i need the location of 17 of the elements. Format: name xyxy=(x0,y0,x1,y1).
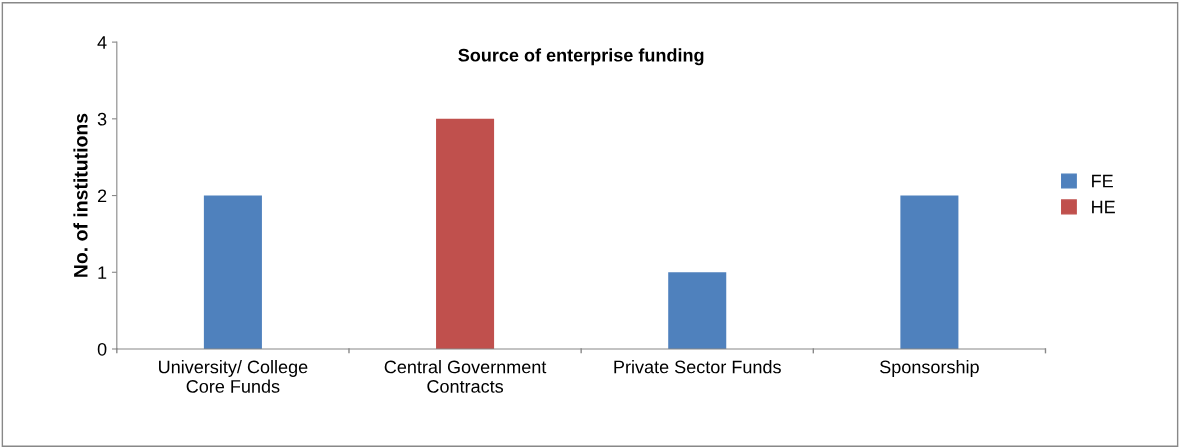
chart-title: Source of enterprise funding xyxy=(458,48,704,66)
y-tick-label: 2 xyxy=(97,189,107,203)
y-tick-label: 1 xyxy=(98,266,107,279)
y-axis-title: No. of institutions xyxy=(73,113,88,277)
bar xyxy=(900,195,959,349)
bar xyxy=(436,118,495,349)
x-tick-label: Private Sector Funds xyxy=(614,360,781,374)
y-tick-label: 3 xyxy=(97,112,107,126)
x-tick-label: Sponsorship xyxy=(880,360,979,377)
x-tick-label: Central Government Contracts xyxy=(384,360,547,393)
y-tick-label: 0 xyxy=(97,342,107,356)
legend-label: FE xyxy=(1092,174,1113,188)
bar xyxy=(668,272,727,349)
x-tick-label: University/ College Core Funds xyxy=(159,360,308,393)
y-tick-label: 4 xyxy=(97,36,107,49)
bar xyxy=(203,195,262,349)
legend-label: HE xyxy=(1092,200,1115,214)
